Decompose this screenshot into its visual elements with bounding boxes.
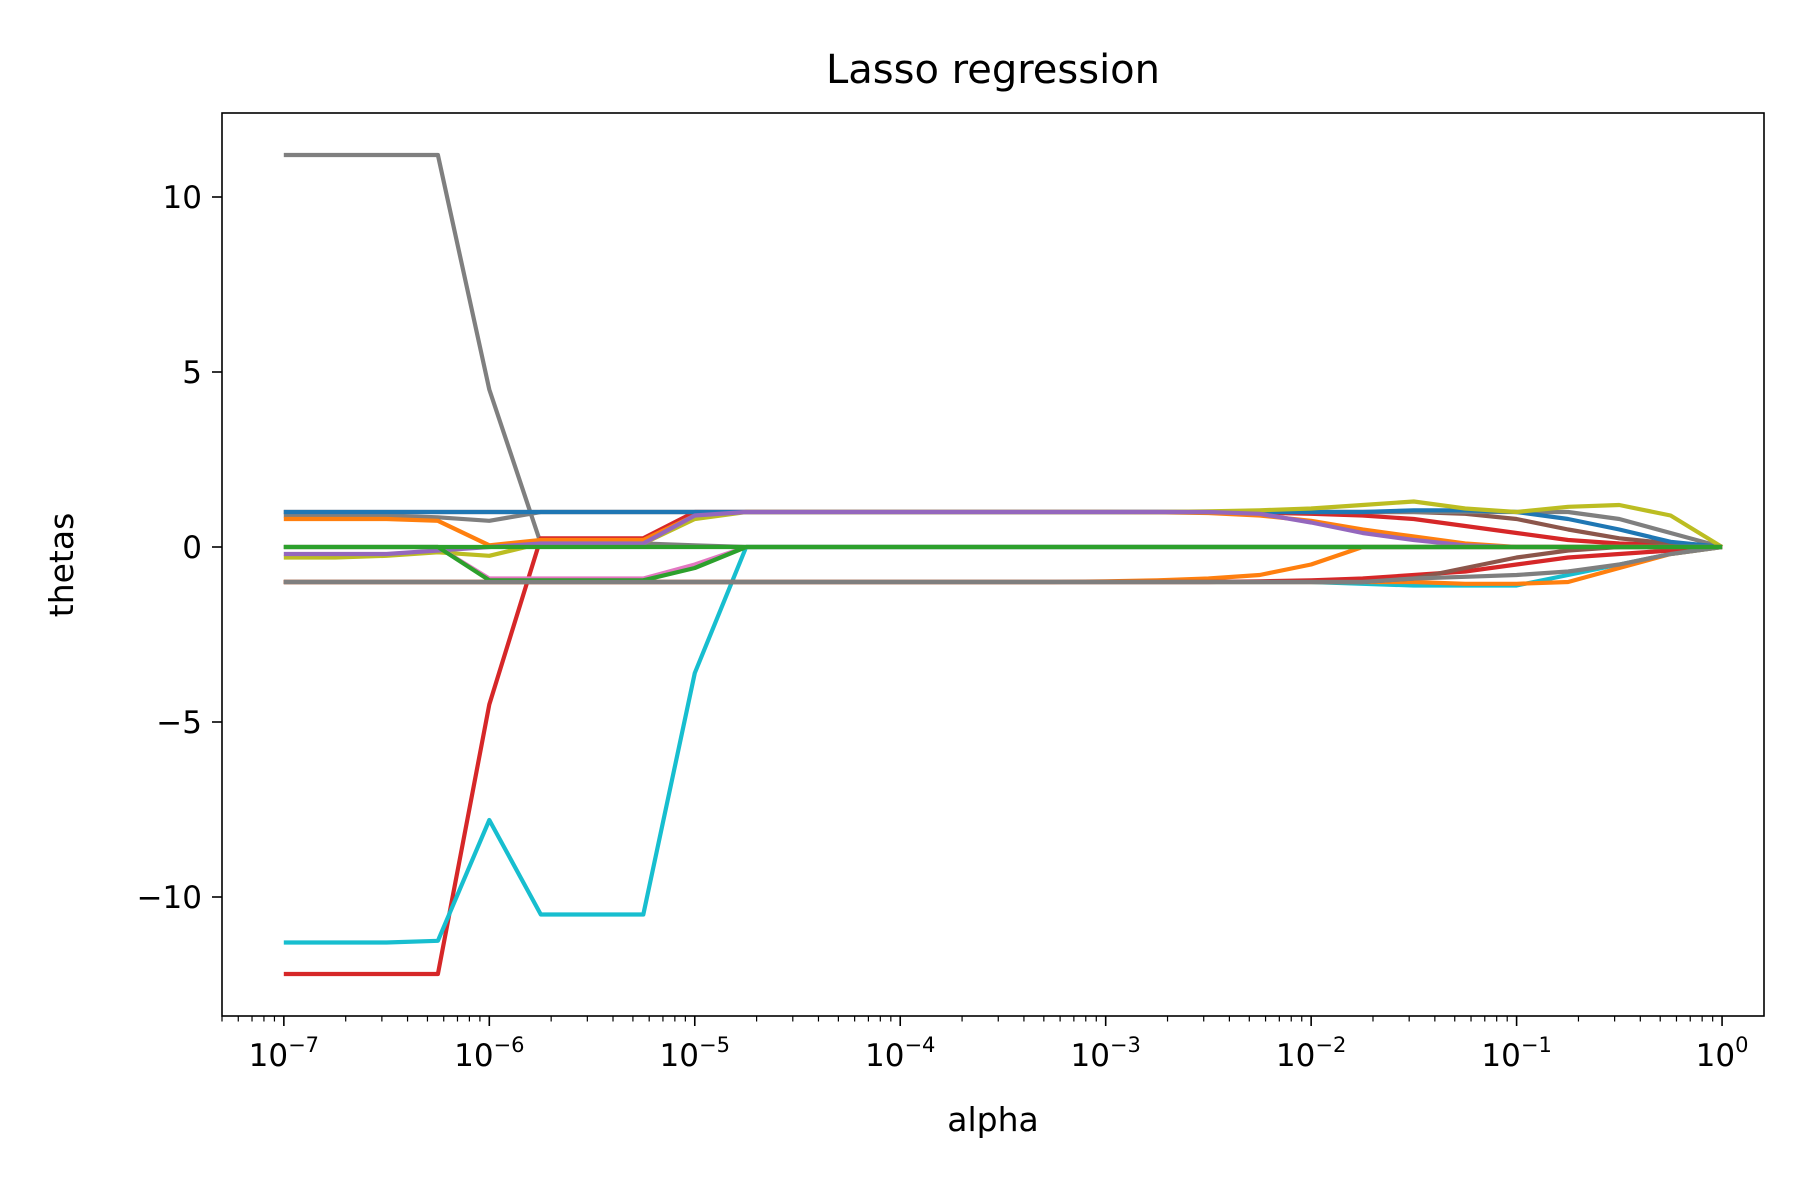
y-tick-label: −10: [137, 880, 202, 916]
x-tick-label: 10−1: [1481, 1033, 1551, 1074]
series-line-17: [283, 544, 1723, 585]
x-tick-label: 10−6: [454, 1033, 524, 1074]
y-tick-label: 0: [182, 530, 202, 566]
x-axis: 10−7 10−6 10−5 10−4 10−3 10−2 10−1 100: [221, 1016, 1749, 1074]
series-layer: [283, 152, 1724, 977]
x-tick-label: 10−2: [1276, 1033, 1346, 1074]
x-tick-label: 10−7: [249, 1033, 319, 1074]
x-tick-label: 10−4: [865, 1033, 935, 1074]
plot-frame: [221, 112, 1765, 1017]
y-axis-label: thetas: [42, 513, 81, 618]
x-tick-label: 10−5: [660, 1033, 730, 1074]
x-axis-label: alpha: [947, 1100, 1038, 1139]
y-tick-label: −5: [156, 705, 202, 741]
y-tick-label: 10: [163, 180, 202, 216]
x-tick-label: 10−3: [1070, 1033, 1140, 1074]
chart-title: Lasso regression: [826, 47, 1160, 93]
y-tick-label: 5: [182, 355, 202, 391]
x-tick-label: 100: [1696, 1033, 1749, 1074]
y-axis: 10 5 0 −5 −10: [137, 180, 222, 916]
